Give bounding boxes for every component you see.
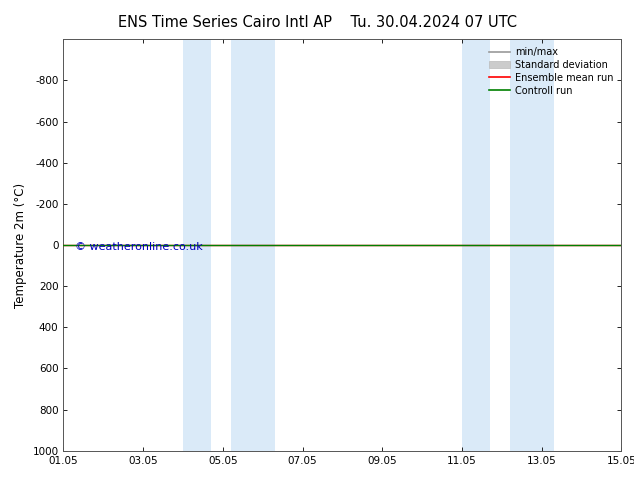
Bar — [231, 39, 275, 451]
Legend: min/max, Standard deviation, Ensemble mean run, Controll run: min/max, Standard deviation, Ensemble me… — [486, 44, 616, 98]
Text: ENS Time Series Cairo Intl AP    Tu. 30.04.2024 07 UTC: ENS Time Series Cairo Intl AP Tu. 30.04.… — [117, 15, 517, 30]
Bar — [462, 39, 490, 451]
Y-axis label: Temperature 2m (°C): Temperature 2m (°C) — [14, 182, 27, 308]
Text: © weatheronline.co.uk: © weatheronline.co.uk — [75, 242, 202, 252]
Bar — [510, 39, 553, 451]
Bar — [183, 39, 211, 451]
